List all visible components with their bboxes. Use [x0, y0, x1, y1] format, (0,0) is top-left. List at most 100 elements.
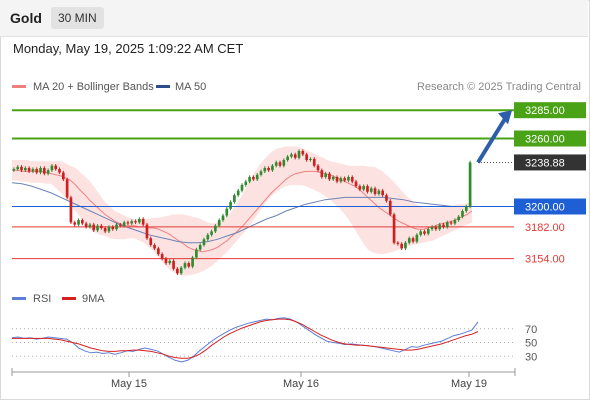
- candle-body: [305, 154, 308, 161]
- candle-body: [195, 249, 198, 258]
- x-tick-label: May 16: [283, 378, 319, 390]
- candle-body: [248, 177, 251, 182]
- candle-body: [445, 222, 449, 227]
- candle-body: [358, 186, 362, 190]
- candle-body: [252, 177, 255, 180]
- candle-body: [331, 177, 335, 180]
- candle-body: [27, 167, 31, 172]
- candle-body: [415, 234, 419, 242]
- candle-body: [362, 186, 365, 190]
- candle-body: [259, 171, 263, 175]
- ma50-legend-label: MA 50: [175, 81, 206, 93]
- rsi-ma-line: [12, 318, 479, 359]
- candle-body: [160, 254, 164, 259]
- candle-body: [65, 179, 69, 198]
- candle-body: [438, 224, 442, 230]
- candle-body: [157, 248, 160, 255]
- candle-body: [229, 201, 232, 209]
- rsi-level-label-50: 50: [525, 338, 537, 350]
- candle-body: [42, 167, 46, 174]
- level-label-3182.00: 3182.00: [525, 222, 565, 234]
- level-label-3154.00: 3154.00: [525, 254, 565, 266]
- candle-body: [263, 167, 267, 172]
- candle-body: [286, 156, 289, 161]
- candle-body: [312, 158, 316, 166]
- candle-body: [343, 178, 346, 181]
- candle-body: [23, 167, 27, 171]
- candle-body: [411, 238, 415, 242]
- rsi-legend-swatch: [12, 297, 26, 300]
- candle-body: [130, 221, 134, 224]
- candle-body: [122, 222, 126, 226]
- candle-body: [77, 220, 80, 225]
- candle-body: [225, 208, 229, 216]
- candle-body: [210, 231, 213, 235]
- candle-body: [217, 220, 221, 226]
- candle-body: [58, 169, 61, 173]
- candle-body: [111, 226, 115, 230]
- x-axis: May 15 May 16 May 19: [11, 368, 516, 390]
- candle-body: [309, 158, 312, 161]
- candle-body: [434, 226, 438, 230]
- candle-body: [145, 224, 149, 239]
- candle-body: [324, 173, 327, 178]
- candle-body: [20, 166, 23, 171]
- candle-body: [119, 224, 122, 226]
- forecast-arrow-head: [498, 110, 512, 125]
- candle-body: [187, 263, 191, 267]
- candle-body: [385, 195, 388, 201]
- candle-body: [328, 173, 331, 180]
- candle-body: [426, 229, 430, 234]
- candle-body: [274, 162, 278, 166]
- candle-body: [12, 169, 16, 171]
- credit-text: Research © 2025 Trading Central: [417, 81, 581, 93]
- rsi-level-label-70: 70: [525, 324, 537, 336]
- ma50-legend-swatch: [156, 85, 170, 88]
- ma20-legend-swatch: [12, 85, 26, 88]
- level-badge-3238.88: [514, 154, 586, 171]
- candle-body: [449, 222, 453, 224]
- candle-body: [240, 184, 244, 191]
- candle-body: [377, 190, 381, 195]
- header-bar: Gold 30 MIN: [0, 0, 588, 37]
- candle-body: [183, 263, 187, 268]
- candle-body: [400, 243, 403, 249]
- candle-body: [103, 228, 107, 232]
- candle-body: [335, 177, 339, 182]
- timeframe-badge[interactable]: 30 MIN: [51, 7, 104, 29]
- candle-body: [381, 190, 384, 196]
- candle-body: [198, 245, 202, 250]
- price-pane: 3285.00 3260.00 3238.88 3200.00 3182.00 3154.…: [11, 102, 586, 276]
- candle-body: [392, 214, 396, 243]
- candle-body: [366, 186, 369, 192]
- candle-body: [290, 154, 293, 157]
- instrument-title: Gold: [10, 10, 42, 26]
- candle-body: [54, 165, 58, 170]
- candle-body: [271, 165, 274, 171]
- candle-body: [61, 172, 65, 180]
- x-tick-label: May 15: [111, 378, 147, 390]
- candle-body: [73, 222, 77, 225]
- candle-body: [153, 245, 156, 249]
- candle-body: [316, 165, 320, 171]
- candle-body: [176, 268, 179, 274]
- rsi-level-label-30: 30: [525, 351, 537, 363]
- rsi-ma-legend-label: 9MA: [82, 293, 105, 305]
- candle-body: [138, 218, 141, 223]
- candle-body: [442, 224, 445, 227]
- candle-body: [457, 216, 461, 221]
- level-label-3200.00: 3200.00: [525, 201, 565, 213]
- candle-body: [39, 167, 42, 173]
- candle-body: [278, 162, 282, 166]
- candle-body: [214, 225, 217, 232]
- candle-body: [134, 221, 137, 223]
- rsi-line: [11, 317, 479, 363]
- candle-body: [191, 257, 194, 267]
- x-tick-label: May 19: [451, 378, 487, 390]
- forecast-arrow-shaft: [476, 116, 508, 164]
- candle-body: [16, 166, 20, 170]
- candle-body: [168, 260, 172, 264]
- level-badge-3260.00: [514, 130, 586, 147]
